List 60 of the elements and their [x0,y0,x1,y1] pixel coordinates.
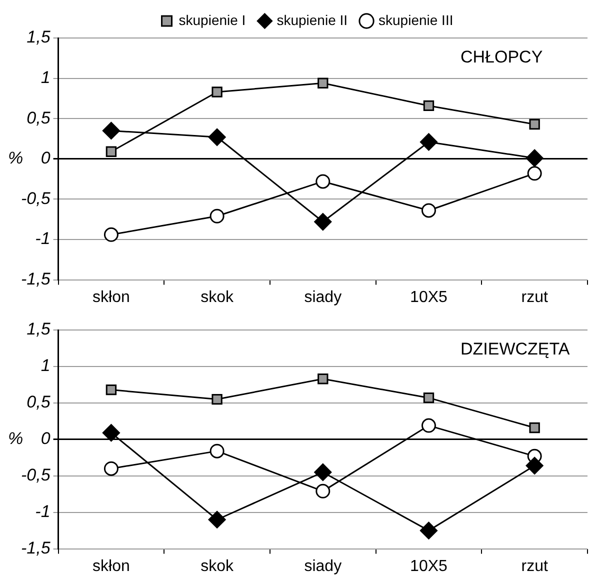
legend-label: skupienie II [276,12,348,28]
y-axis-title: % [8,148,24,168]
y-tick-label: 0 [40,148,51,168]
point [210,208,224,224]
x-tick-label: skłon [92,558,130,575]
legend-label: skupienie I [178,12,246,28]
text: DZIEWCZĘTA [460,340,570,359]
x-tick-label: siady [304,558,342,575]
text: CHŁOPCY [460,48,543,67]
x-tick-label: skok [200,558,234,575]
y-tick-label: 0,5 [26,392,51,412]
point [526,456,544,474]
y-tick-label: 1 [40,68,50,88]
y-tick-label: -1 [35,502,50,522]
x-tick-label: 10X5 [410,558,448,575]
point [208,128,226,146]
x-tick-label: rzut [521,288,548,306]
x-tick-label: rzut [521,558,548,575]
point [102,424,120,442]
point [421,418,436,433]
x-tick-label: skłon [92,288,130,306]
point [316,174,330,189]
x-tick-label: skok [200,288,234,306]
point [529,118,540,130]
x-tick-label: siady [304,288,342,306]
y-axis-title: % [8,429,24,448]
point [104,227,118,242]
point [212,86,222,98]
point [210,444,224,458]
y-tick-label: 1,5 [26,28,51,47]
point [208,510,226,528]
point [102,122,120,140]
y-tick-label: -0,5 [20,466,51,485]
point [212,394,222,405]
y-tick-label: -1 [35,229,50,248]
point [423,100,434,112]
y-tick-label: -0,5 [20,188,51,208]
point [314,213,332,231]
y-tick-label: -1,5 [20,270,51,289]
point [527,166,542,181]
point [106,146,117,157]
point [420,133,438,151]
point [318,374,328,384]
point [526,149,544,167]
legend-label: skupienie III [378,12,454,28]
x-tick-label: 10X5 [410,288,448,306]
point [420,522,438,540]
y-tick-label: 1,5 [26,320,51,339]
point [106,384,117,396]
y-tick-label: 1 [40,356,50,376]
point [104,461,118,476]
y-tick-label: 0 [40,429,51,448]
point [318,78,328,88]
point [529,422,540,434]
point [421,203,436,218]
point [314,463,332,481]
point [423,392,434,404]
point [316,484,330,498]
y-tick-label: 0,5 [26,108,51,128]
y-tick-label: -1,5 [20,538,51,558]
